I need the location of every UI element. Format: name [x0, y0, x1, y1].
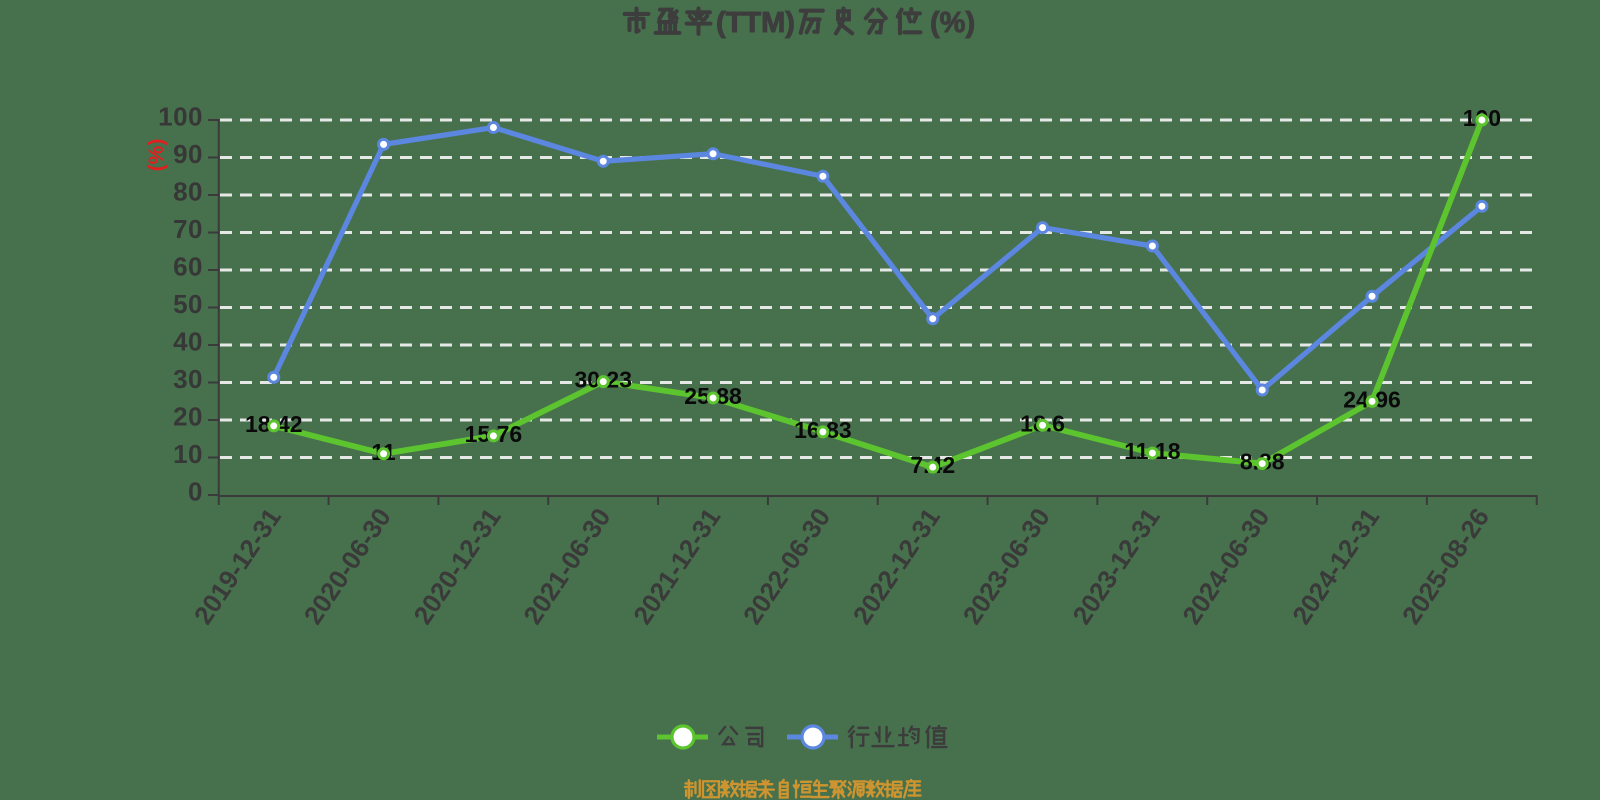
svg-text:100: 100 — [158, 102, 203, 132]
svg-text:90: 90 — [173, 139, 203, 169]
svg-text:60: 60 — [173, 252, 203, 282]
svg-text:(%): (%) — [145, 139, 168, 172]
svg-text:(TTM): (TTM) — [716, 7, 795, 39]
svg-text:80: 80 — [173, 177, 203, 207]
svg-text:0: 0 — [188, 477, 203, 507]
svg-text:40: 40 — [173, 327, 203, 357]
svg-text:70: 70 — [173, 214, 203, 244]
svg-text:50: 50 — [173, 289, 203, 319]
svg-text:30: 30 — [173, 364, 203, 394]
svg-text:10: 10 — [173, 439, 203, 469]
svg-text:20: 20 — [173, 402, 203, 432]
svg-text:(%): (%) — [930, 7, 975, 39]
